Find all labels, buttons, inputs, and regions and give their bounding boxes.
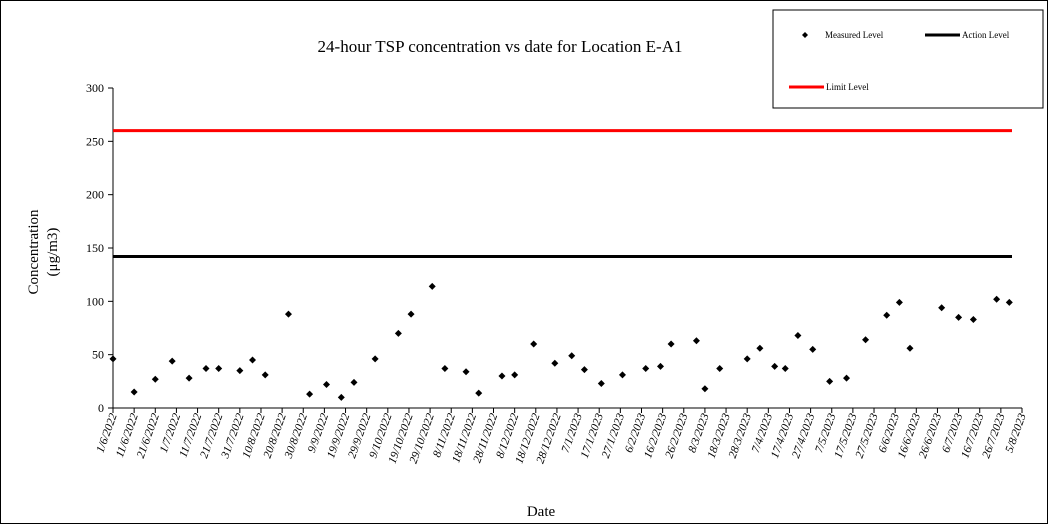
data-point bbox=[530, 340, 538, 348]
y-tick-label: 250 bbox=[86, 134, 104, 148]
data-point bbox=[475, 389, 483, 397]
y-axis-title-line2: (μg/m3) bbox=[45, 228, 61, 277]
data-point bbox=[498, 372, 506, 380]
data-point bbox=[551, 359, 559, 367]
legend-marker-measured bbox=[802, 32, 808, 38]
data-point bbox=[657, 362, 665, 370]
data-point bbox=[394, 329, 402, 337]
data-point bbox=[511, 371, 519, 379]
data-point bbox=[249, 356, 257, 364]
data-point bbox=[597, 379, 605, 387]
data-point bbox=[215, 365, 223, 373]
data-point bbox=[618, 371, 626, 379]
x-axis-title: Date bbox=[527, 504, 556, 520]
legend: Measured Level Action Level Limit Level bbox=[772, 9, 1044, 109]
data-point bbox=[185, 374, 193, 382]
data-point bbox=[771, 362, 779, 370]
data-point bbox=[236, 367, 244, 375]
data-point bbox=[955, 313, 963, 321]
data-point bbox=[261, 371, 269, 379]
y-axis-title-line1: Concentration bbox=[26, 209, 42, 294]
data-point bbox=[862, 336, 870, 344]
data-point bbox=[642, 365, 650, 373]
data-point bbox=[809, 345, 817, 353]
data-point bbox=[350, 378, 358, 386]
data-point bbox=[462, 368, 470, 376]
data-point bbox=[701, 385, 709, 393]
data-point bbox=[568, 352, 576, 360]
data-point bbox=[580, 366, 588, 374]
data-point bbox=[993, 295, 1001, 303]
data-point bbox=[743, 355, 751, 363]
chart-title: 24-hour TSP concentration vs date for Lo… bbox=[318, 37, 683, 56]
y-tick-label: 200 bbox=[86, 188, 104, 202]
legend-label-action: Action Level bbox=[962, 30, 1010, 40]
data-point bbox=[323, 381, 331, 389]
legend-label-measured: Measured Level bbox=[825, 30, 884, 40]
y-tick-label: 0 bbox=[98, 401, 104, 415]
data-point bbox=[337, 393, 345, 401]
data-point bbox=[756, 344, 764, 352]
data-point bbox=[781, 365, 789, 373]
data-point bbox=[895, 298, 903, 306]
data-point bbox=[883, 311, 891, 319]
data-point bbox=[168, 357, 176, 365]
data-point bbox=[1005, 298, 1013, 306]
y-tick-label: 100 bbox=[86, 294, 104, 308]
y-tick-label: 300 bbox=[86, 81, 104, 95]
data-point bbox=[667, 340, 675, 348]
data-point bbox=[407, 310, 415, 318]
y-axis-title: Concentration (μg/m3) bbox=[26, 209, 61, 294]
data-point bbox=[202, 365, 210, 373]
data-point bbox=[969, 315, 977, 323]
data-point bbox=[692, 337, 700, 345]
data-point bbox=[130, 388, 138, 396]
data-point bbox=[109, 355, 117, 363]
data-point bbox=[151, 375, 159, 383]
y-tick-label: 50 bbox=[92, 348, 104, 362]
data-point bbox=[938, 304, 946, 312]
data-point bbox=[306, 390, 314, 398]
x-tick-label: 5/8/2023 bbox=[1004, 412, 1029, 455]
data-point bbox=[428, 282, 436, 290]
plot-area: 0501001502002503001/6/202211/6/202221/6/… bbox=[86, 81, 1029, 465]
data-point bbox=[826, 377, 834, 385]
data-point bbox=[716, 365, 724, 373]
data-point bbox=[371, 355, 379, 363]
data-point bbox=[794, 331, 802, 339]
legend-label-limit: Limit Level bbox=[826, 82, 869, 92]
data-point bbox=[284, 310, 292, 318]
y-tick-label: 150 bbox=[86, 241, 104, 255]
data-point bbox=[441, 365, 449, 373]
legend-box bbox=[772, 9, 1044, 109]
data-point bbox=[843, 374, 851, 382]
data-point bbox=[906, 344, 914, 352]
